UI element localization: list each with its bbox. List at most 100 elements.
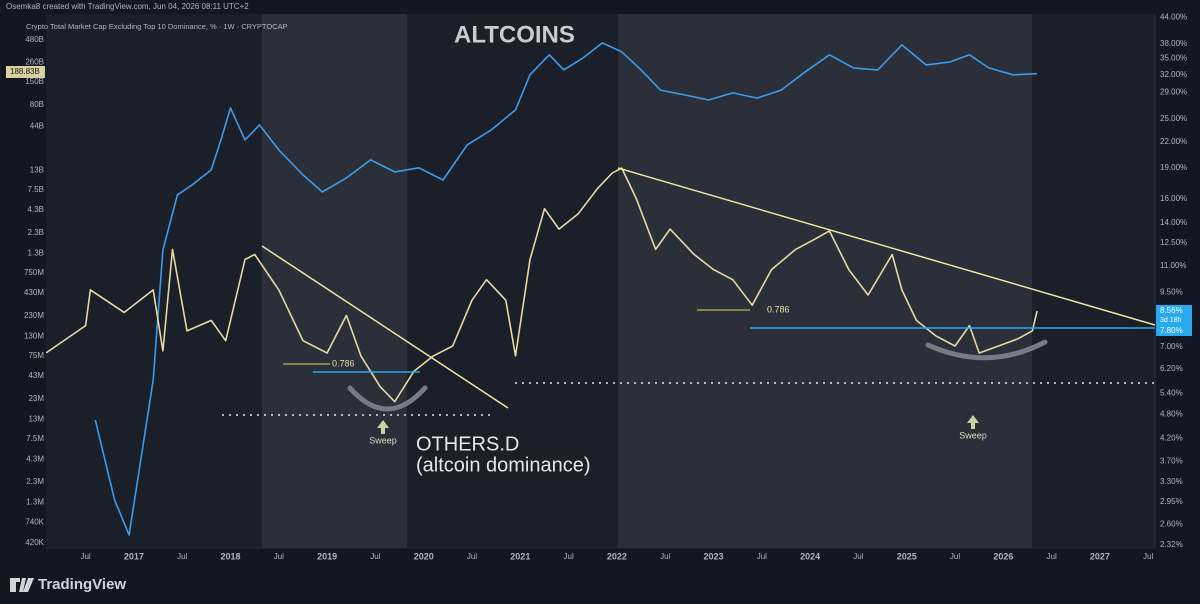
- price-tag: [6, 66, 45, 78]
- x-tick-label: 2026: [993, 551, 1013, 561]
- y-tick-label: 80B: [30, 100, 44, 109]
- arrow-icon: [967, 415, 979, 429]
- drawings: [222, 167, 1156, 434]
- y-tick-label: 23M: [28, 394, 44, 403]
- y2-tick-label: 29.00%: [1160, 87, 1187, 96]
- y-tick-label: 750M: [24, 268, 44, 277]
- y-tick-label: 150B: [25, 77, 44, 86]
- x-tick-label: Jul: [1047, 552, 1057, 561]
- y-tick-label: 130M: [24, 331, 44, 340]
- y-tick-label: 1.3B: [28, 248, 44, 257]
- sweep-label: Sweep: [959, 430, 987, 440]
- x-tick-label: Jul: [177, 552, 187, 561]
- y2-tick-label: 4.20%: [1160, 434, 1183, 443]
- price-tag: [1156, 325, 1192, 336]
- y-tick-label: 260B: [25, 57, 44, 66]
- y-tick-label: 420K: [25, 538, 44, 547]
- y-tick-label: 7.5M: [26, 434, 44, 443]
- x-tick-label: 2024: [800, 551, 820, 561]
- y2-tick-label: 7.00%: [1160, 342, 1183, 351]
- annotation: (altcoin dominance): [416, 454, 591, 476]
- y-tick-label: 430M: [24, 288, 44, 297]
- x-tick-label: Jul: [370, 552, 380, 561]
- series-title: OTHERS.D: [416, 433, 519, 455]
- x-tick-label: 2017: [124, 551, 144, 561]
- y2-tick-label: 2.32%: [1160, 540, 1183, 549]
- y-tick-label: 7.5B: [28, 185, 44, 194]
- x-tick-label: 2018: [220, 551, 240, 561]
- shaded-region: [618, 14, 1032, 548]
- price-label: 8.56%: [1160, 306, 1183, 315]
- x-tick-label: Jul: [1143, 552, 1153, 561]
- series-line: [94, 42, 1038, 536]
- y-tick-label: 44B: [30, 121, 44, 130]
- y-tick-label: 4.3B: [28, 205, 44, 214]
- brand-logo: [10, 578, 34, 592]
- y2-tick-label: 44.00%: [1160, 13, 1187, 22]
- x-tick-label: 2023: [704, 551, 724, 561]
- x-tick-label: Jul: [853, 552, 863, 561]
- y2-tick-label: 2.60%: [1160, 520, 1183, 529]
- y2-tick-label: 14.00%: [1160, 218, 1187, 227]
- y2-tick-label: 12.50%: [1160, 238, 1187, 247]
- y2-tick-label: 35.00%: [1160, 54, 1187, 63]
- series-title: ALTCOINS: [454, 21, 575, 48]
- fib-label: 0.786: [767, 304, 790, 314]
- fib-label: 0.786: [332, 358, 355, 368]
- x-tick-label: Jul: [564, 552, 574, 561]
- x-tick-label: 2027: [1090, 551, 1110, 561]
- y2-tick-label: 19.00%: [1160, 163, 1187, 172]
- chart-subtitle: Crypto Total Market Cap Excluding Top 10…: [26, 22, 288, 31]
- y2-tick-label: 6.20%: [1160, 364, 1183, 373]
- x-tick-label: Jul: [274, 552, 284, 561]
- x-tick-label: 2025: [897, 551, 917, 561]
- y2-tick-label: 9.50%: [1160, 287, 1183, 296]
- y2-tick-label: 2.95%: [1160, 497, 1183, 506]
- y2-tick-label: 16.00%: [1160, 194, 1187, 203]
- y2-tick-label: 11.00%: [1160, 261, 1187, 270]
- y-tick-label: 4.3M: [26, 454, 44, 463]
- x-tick-label: Jul: [80, 552, 90, 561]
- x-tick-label: Jul: [757, 552, 767, 561]
- y2-tick-label: 38.00%: [1160, 39, 1187, 48]
- trend-line: [261, 245, 509, 409]
- price-label: 188.83B: [10, 67, 40, 76]
- y2-tick-label: 32.00%: [1160, 70, 1187, 79]
- y2-tick-label: 3.70%: [1160, 456, 1183, 465]
- shaded-region: [262, 14, 407, 548]
- trend-line: [617, 167, 1156, 326]
- y-tick-label: 43M: [28, 371, 44, 380]
- y-tick-label: 13B: [30, 165, 44, 174]
- y-tick-label: 480B: [25, 35, 44, 44]
- sweep-arc: [925, 339, 1048, 361]
- series-line: [46, 167, 1038, 403]
- y2-tick-label: 25.00%: [1160, 114, 1187, 123]
- credit: Osemka8 created with TradingView.com, Ju…: [6, 2, 249, 11]
- y-tick-label: 13M: [28, 414, 44, 423]
- brand: TradingView: [38, 576, 126, 593]
- x-tick-label: 2021: [510, 551, 530, 561]
- sweep-label: Sweep: [369, 435, 397, 445]
- y-tick-label: 2.3M: [26, 477, 44, 486]
- y2-tick-label: 22.00%: [1160, 137, 1187, 146]
- x-tick-label: 2020: [414, 551, 434, 561]
- x-tick-label: Jul: [660, 552, 670, 561]
- countdown-label: 3d 18h: [1160, 317, 1182, 324]
- y-tick-label: 2.3B: [28, 228, 44, 237]
- y2-tick-label: 4.80%: [1160, 410, 1183, 419]
- y2-tick-label: 3.30%: [1160, 477, 1183, 486]
- y-tick-label: 75M: [28, 351, 44, 360]
- y-tick-label: 740K: [25, 518, 44, 527]
- y-tick-label: 230M: [24, 311, 44, 320]
- price-tag: [1156, 305, 1192, 326]
- y2-tick-label: 5.40%: [1160, 389, 1183, 398]
- sweep-arc: [347, 385, 428, 412]
- x-tick-label: Jul: [950, 552, 960, 561]
- arrow-icon: [377, 420, 389, 434]
- x-tick-label: 2022: [607, 551, 627, 561]
- x-tick-label: 2019: [317, 551, 337, 561]
- x-tick-label: Jul: [467, 552, 477, 561]
- level-label: 7.80%: [1160, 326, 1183, 335]
